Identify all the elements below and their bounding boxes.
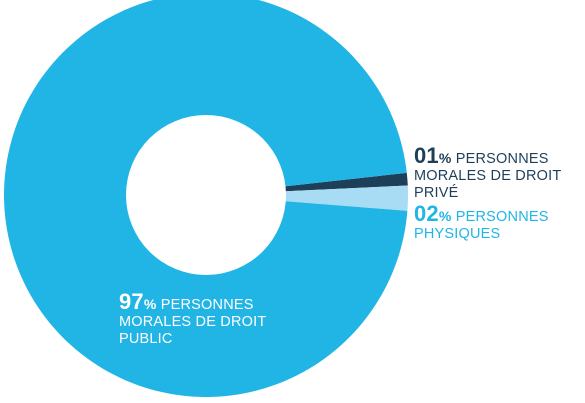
private-label-line-2: MORALES DE DROIT — [414, 168, 562, 184]
physical-percent-sign: % — [438, 208, 452, 224]
label-private-legal-entities: 01% PERSONNES MORALES DE DROIT PRIVÉ — [414, 145, 562, 202]
physical-label-line-2: PHYSIQUES — [414, 226, 501, 242]
label-public-legal-entities: 97% PERSONNES MORALES DE DROIT PUBLIC — [119, 291, 267, 348]
slice-physical — [206, 185, 408, 211]
private-percent-sign: % — [438, 150, 452, 166]
private-label-line-3: PRIVÉ — [414, 185, 459, 201]
donut-hole — [126, 115, 286, 275]
physical-percent-value: 02 — [414, 201, 439, 226]
public-label-line-1: PERSONNES — [160, 297, 254, 313]
public-percent-sign: % — [143, 296, 157, 312]
physical-label-line-1: PERSONNES — [455, 209, 549, 225]
private-percent-value: 01 — [414, 143, 439, 168]
public-label-line-3: PUBLIC — [119, 331, 173, 347]
public-label-line-2: MORALES DE DROIT — [119, 314, 267, 330]
public-percent-value: 97 — [119, 289, 144, 314]
label-natural-persons: 02% PERSONNES PHYSIQUES — [414, 203, 549, 243]
private-label-line-1: PERSONNES — [455, 151, 549, 167]
